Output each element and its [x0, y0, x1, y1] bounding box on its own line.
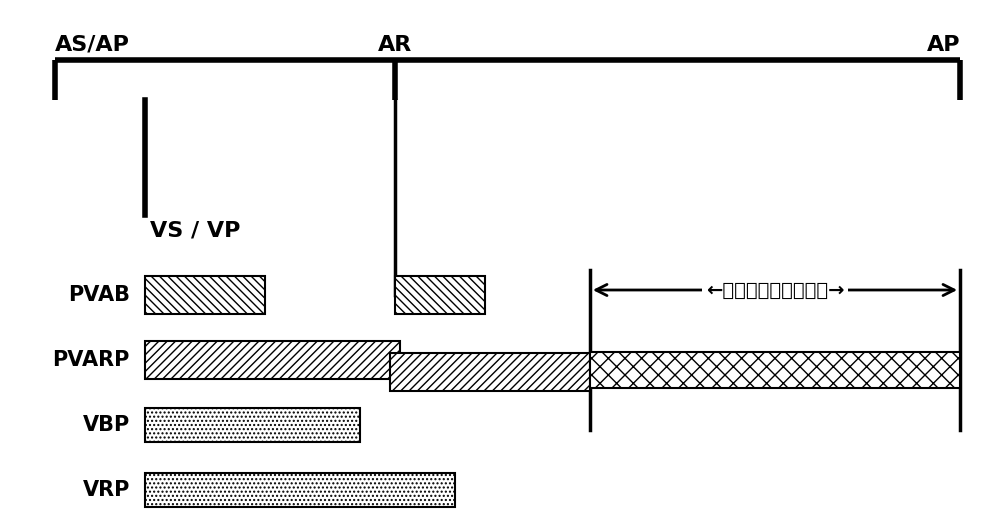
- Bar: [145, 473, 455, 507]
- Text: VBP: VBP: [83, 415, 130, 435]
- Text: AS/AP: AS/AP: [55, 35, 130, 55]
- Bar: [145, 341, 400, 379]
- Text: PVAB: PVAB: [68, 285, 130, 305]
- Text: VS / VP: VS / VP: [150, 220, 240, 240]
- Text: PVARP: PVARP: [53, 350, 130, 370]
- Bar: [395, 276, 485, 314]
- Bar: [145, 408, 360, 442]
- Text: VRP: VRP: [83, 480, 130, 500]
- Text: ←心房、心室感知窗口→: ←心房、心室感知窗口→: [706, 280, 844, 299]
- Bar: [590, 352, 960, 388]
- Text: AP: AP: [926, 35, 960, 55]
- Text: AR: AR: [378, 35, 412, 55]
- Bar: [145, 276, 265, 314]
- Bar: [390, 353, 590, 391]
